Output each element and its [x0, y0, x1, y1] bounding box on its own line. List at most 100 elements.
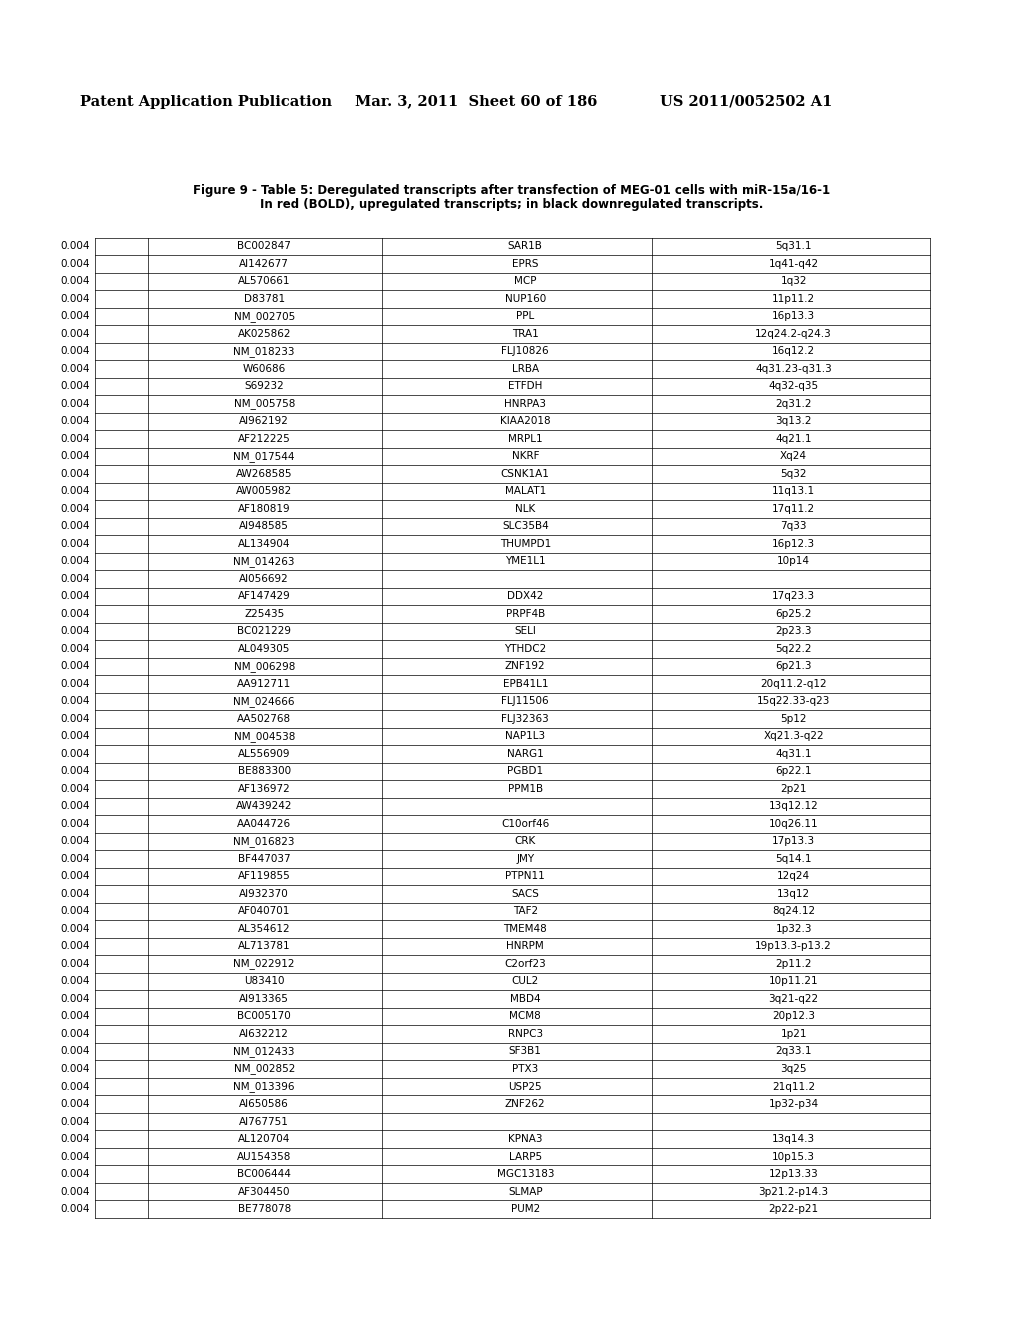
Text: AA502768: AA502768	[238, 714, 291, 723]
Text: 0.004: 0.004	[60, 242, 89, 251]
Text: C2orf23: C2orf23	[505, 960, 546, 969]
Text: NM_013396: NM_013396	[233, 1081, 295, 1092]
Text: HNRPM: HNRPM	[507, 941, 544, 952]
Text: 0.004: 0.004	[60, 399, 89, 409]
Text: NM_004538: NM_004538	[233, 731, 295, 742]
Text: JMY: JMY	[516, 854, 535, 865]
Text: 11q13.1: 11q13.1	[772, 486, 815, 496]
Text: 16q12.2: 16q12.2	[772, 346, 815, 356]
Text: 0.004: 0.004	[60, 854, 89, 865]
Text: AF136972: AF136972	[238, 784, 291, 793]
Text: NM_002852: NM_002852	[233, 1064, 295, 1074]
Text: 0.004: 0.004	[60, 1047, 89, 1056]
Text: PTX3: PTX3	[512, 1064, 539, 1074]
Text: NAP1L3: NAP1L3	[505, 731, 546, 742]
Text: NM_018233: NM_018233	[233, 346, 295, 356]
Text: Xq21.3-q22: Xq21.3-q22	[763, 731, 824, 742]
Text: FLJ11506: FLJ11506	[502, 697, 549, 706]
Text: 0.004: 0.004	[60, 784, 89, 793]
Text: 2q33.1: 2q33.1	[775, 1047, 812, 1056]
Text: NUP160: NUP160	[505, 294, 546, 304]
Text: 0.004: 0.004	[60, 644, 89, 653]
Text: NARG1: NARG1	[507, 748, 544, 759]
Text: NM_014263: NM_014263	[233, 556, 295, 566]
Text: 0.004: 0.004	[60, 1151, 89, 1162]
Text: MRPL1: MRPL1	[508, 434, 543, 444]
Text: 2p11.2: 2p11.2	[775, 960, 812, 969]
Text: 0.004: 0.004	[60, 1030, 89, 1039]
Text: 0.004: 0.004	[60, 678, 89, 689]
Text: CSNK1A1: CSNK1A1	[501, 469, 550, 479]
Text: THUMPD1: THUMPD1	[500, 539, 551, 549]
Text: SF3B1: SF3B1	[509, 1047, 542, 1056]
Text: 0.004: 0.004	[60, 521, 89, 532]
Text: PTPN11: PTPN11	[506, 871, 545, 882]
Text: 0.004: 0.004	[60, 627, 89, 636]
Text: 5q14.1: 5q14.1	[775, 854, 812, 865]
Text: 0.004: 0.004	[60, 1011, 89, 1022]
Text: D83781: D83781	[244, 294, 285, 304]
Text: 4q31.1: 4q31.1	[775, 748, 812, 759]
Text: 13q12: 13q12	[777, 888, 810, 899]
Text: AI767751: AI767751	[240, 1117, 289, 1126]
Text: 8q24.12: 8q24.12	[772, 907, 815, 916]
Text: 2p23.3: 2p23.3	[775, 627, 812, 636]
Text: SAR1B: SAR1B	[508, 242, 543, 251]
Text: MALAT1: MALAT1	[505, 486, 546, 496]
Text: BC005170: BC005170	[238, 1011, 291, 1022]
Text: 12p13.33: 12p13.33	[769, 1170, 818, 1179]
Text: 2p21: 2p21	[780, 784, 807, 793]
Text: 0.004: 0.004	[60, 539, 89, 549]
Text: 0.004: 0.004	[60, 1117, 89, 1126]
Text: 3q21-q22: 3q21-q22	[769, 994, 818, 1005]
Text: NM_024666: NM_024666	[233, 696, 295, 708]
Text: 3p21.2-p14.3: 3p21.2-p14.3	[759, 1187, 828, 1196]
Text: 0.004: 0.004	[60, 1170, 89, 1179]
Text: 4q21.1: 4q21.1	[775, 434, 812, 444]
Text: AF180819: AF180819	[238, 504, 291, 513]
Text: 3q13.2: 3q13.2	[775, 416, 812, 426]
Text: 0.004: 0.004	[60, 416, 89, 426]
Text: 0.004: 0.004	[60, 924, 89, 935]
Text: 0.004: 0.004	[60, 312, 89, 321]
Text: 1p21: 1p21	[780, 1030, 807, 1039]
Text: 0.004: 0.004	[60, 557, 89, 566]
Text: 0.004: 0.004	[60, 837, 89, 846]
Text: SELI: SELI	[514, 627, 537, 636]
Text: ZNF192: ZNF192	[505, 661, 546, 672]
Text: 2p22-p21: 2p22-p21	[769, 1204, 818, 1214]
Text: 6p22.1: 6p22.1	[775, 767, 812, 776]
Text: PGBD1: PGBD1	[507, 767, 544, 776]
Text: AL556909: AL556909	[238, 748, 291, 759]
Text: 0.004: 0.004	[60, 591, 89, 602]
Text: AW439242: AW439242	[236, 801, 293, 812]
Text: 4q32-q35: 4q32-q35	[769, 381, 818, 391]
Text: 0.004: 0.004	[60, 574, 89, 583]
Text: EPB41L1: EPB41L1	[503, 678, 548, 689]
Text: NKRF: NKRF	[512, 451, 539, 462]
Text: CRK: CRK	[515, 837, 536, 846]
Text: 0.004: 0.004	[60, 451, 89, 462]
Text: 1q32: 1q32	[780, 276, 807, 286]
Text: 3q25: 3q25	[780, 1064, 807, 1074]
Text: YME1L1: YME1L1	[505, 557, 546, 566]
Text: ZNF262: ZNF262	[505, 1100, 546, 1109]
Text: BE883300: BE883300	[238, 767, 291, 776]
Text: FLJ32363: FLJ32363	[502, 714, 549, 723]
Text: 0.004: 0.004	[60, 294, 89, 304]
Text: 0.004: 0.004	[60, 381, 89, 391]
Text: AK025862: AK025862	[238, 329, 291, 339]
Text: 16p12.3: 16p12.3	[772, 539, 815, 549]
Text: 21q11.2: 21q11.2	[772, 1081, 815, 1092]
Text: SLMAP: SLMAP	[508, 1187, 543, 1196]
Text: TRA1: TRA1	[512, 329, 539, 339]
Text: 0.004: 0.004	[60, 871, 89, 882]
Text: AI056692: AI056692	[240, 574, 289, 583]
Text: AL713781: AL713781	[238, 941, 291, 952]
Text: AW268585: AW268585	[236, 469, 293, 479]
Text: LARP5: LARP5	[509, 1151, 542, 1162]
Text: AI142677: AI142677	[240, 259, 289, 269]
Text: PPL: PPL	[516, 312, 535, 321]
Text: AI948585: AI948585	[240, 521, 289, 532]
Text: AI913365: AI913365	[240, 994, 289, 1005]
